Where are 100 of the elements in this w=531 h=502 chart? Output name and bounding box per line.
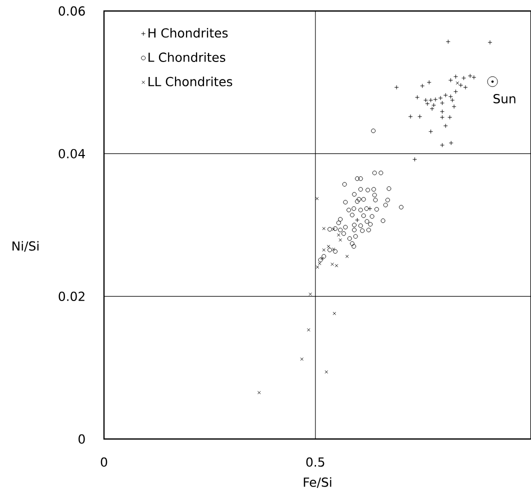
point bbox=[487, 76, 498, 87]
point bbox=[364, 206, 369, 211]
point bbox=[352, 244, 356, 249]
point bbox=[440, 100, 444, 106]
point bbox=[358, 223, 363, 228]
point bbox=[366, 228, 371, 232]
point bbox=[358, 187, 363, 192]
point bbox=[354, 176, 360, 181]
point bbox=[372, 170, 377, 176]
point bbox=[257, 390, 261, 394]
point bbox=[448, 140, 454, 146]
point bbox=[350, 212, 354, 218]
point bbox=[341, 231, 346, 236]
point bbox=[306, 328, 310, 332]
point bbox=[334, 264, 338, 268]
point bbox=[372, 192, 377, 198]
y-tick-label: 0.04 bbox=[58, 148, 85, 158]
point bbox=[456, 81, 460, 85]
point bbox=[443, 124, 448, 128]
point bbox=[332, 248, 336, 251]
point bbox=[443, 92, 448, 98]
point bbox=[346, 208, 352, 212]
point bbox=[324, 370, 328, 374]
series-label: Sun bbox=[494, 94, 516, 104]
point bbox=[468, 74, 472, 78]
point bbox=[428, 98, 434, 102]
point bbox=[361, 197, 366, 202]
y-tick-label: 0 bbox=[78, 434, 85, 444]
point bbox=[318, 258, 323, 262]
point bbox=[386, 186, 392, 191]
point bbox=[361, 213, 366, 218]
point bbox=[332, 228, 336, 231]
point bbox=[440, 142, 444, 148]
point bbox=[446, 39, 450, 44]
point bbox=[368, 206, 372, 211]
x-tick-label: 0.5 bbox=[306, 457, 324, 467]
point bbox=[338, 217, 343, 222]
point bbox=[328, 227, 332, 232]
point bbox=[433, 97, 438, 102]
point bbox=[332, 312, 336, 316]
point bbox=[356, 197, 362, 202]
x-axis-title: Fe/Si bbox=[304, 477, 332, 488]
point bbox=[358, 208, 363, 212]
point bbox=[350, 241, 354, 246]
point bbox=[385, 198, 390, 202]
legend-label: H Chondrites bbox=[148, 28, 228, 38]
point bbox=[360, 228, 365, 233]
point bbox=[423, 98, 428, 102]
point bbox=[448, 115, 452, 120]
point bbox=[463, 85, 468, 90]
point bbox=[352, 228, 357, 232]
point bbox=[440, 109, 444, 114]
point bbox=[343, 224, 348, 230]
point bbox=[448, 78, 453, 82]
point bbox=[425, 101, 430, 106]
point bbox=[316, 265, 320, 269]
point bbox=[338, 228, 343, 232]
legend-label: LL Chondrites bbox=[148, 76, 232, 86]
point bbox=[322, 254, 326, 259]
point bbox=[432, 102, 436, 108]
point bbox=[472, 75, 476, 80]
point bbox=[354, 199, 360, 204]
point bbox=[343, 200, 348, 204]
point bbox=[336, 233, 340, 237]
point bbox=[370, 214, 374, 219]
point bbox=[336, 220, 341, 226]
y-tick-label: 0.02 bbox=[58, 292, 84, 302]
point bbox=[338, 238, 342, 242]
point bbox=[408, 114, 413, 119]
legend-label: L Chondrites bbox=[148, 52, 226, 62]
point bbox=[374, 207, 379, 212]
point bbox=[450, 98, 455, 102]
point bbox=[342, 182, 347, 187]
point bbox=[438, 96, 443, 100]
point bbox=[364, 219, 370, 224]
point bbox=[352, 206, 356, 211]
point bbox=[328, 248, 332, 252]
point bbox=[345, 254, 349, 258]
point bbox=[373, 198, 378, 202]
point bbox=[322, 226, 326, 230]
point bbox=[352, 192, 357, 197]
point bbox=[378, 170, 384, 176]
point bbox=[347, 236, 352, 241]
point bbox=[426, 80, 432, 85]
point bbox=[380, 218, 386, 223]
point bbox=[420, 84, 425, 88]
point bbox=[320, 256, 324, 260]
point bbox=[462, 76, 466, 80]
point bbox=[315, 196, 319, 200]
point bbox=[452, 104, 456, 109]
y-axis-title: Ni/Si bbox=[12, 241, 38, 252]
point bbox=[318, 262, 322, 266]
point bbox=[322, 248, 326, 252]
point bbox=[488, 40, 492, 45]
point bbox=[415, 95, 420, 100]
point bbox=[326, 244, 330, 248]
point bbox=[308, 292, 312, 296]
y-tick-label: 0.06 bbox=[58, 6, 85, 16]
point bbox=[371, 187, 376, 192]
point bbox=[300, 357, 304, 361]
